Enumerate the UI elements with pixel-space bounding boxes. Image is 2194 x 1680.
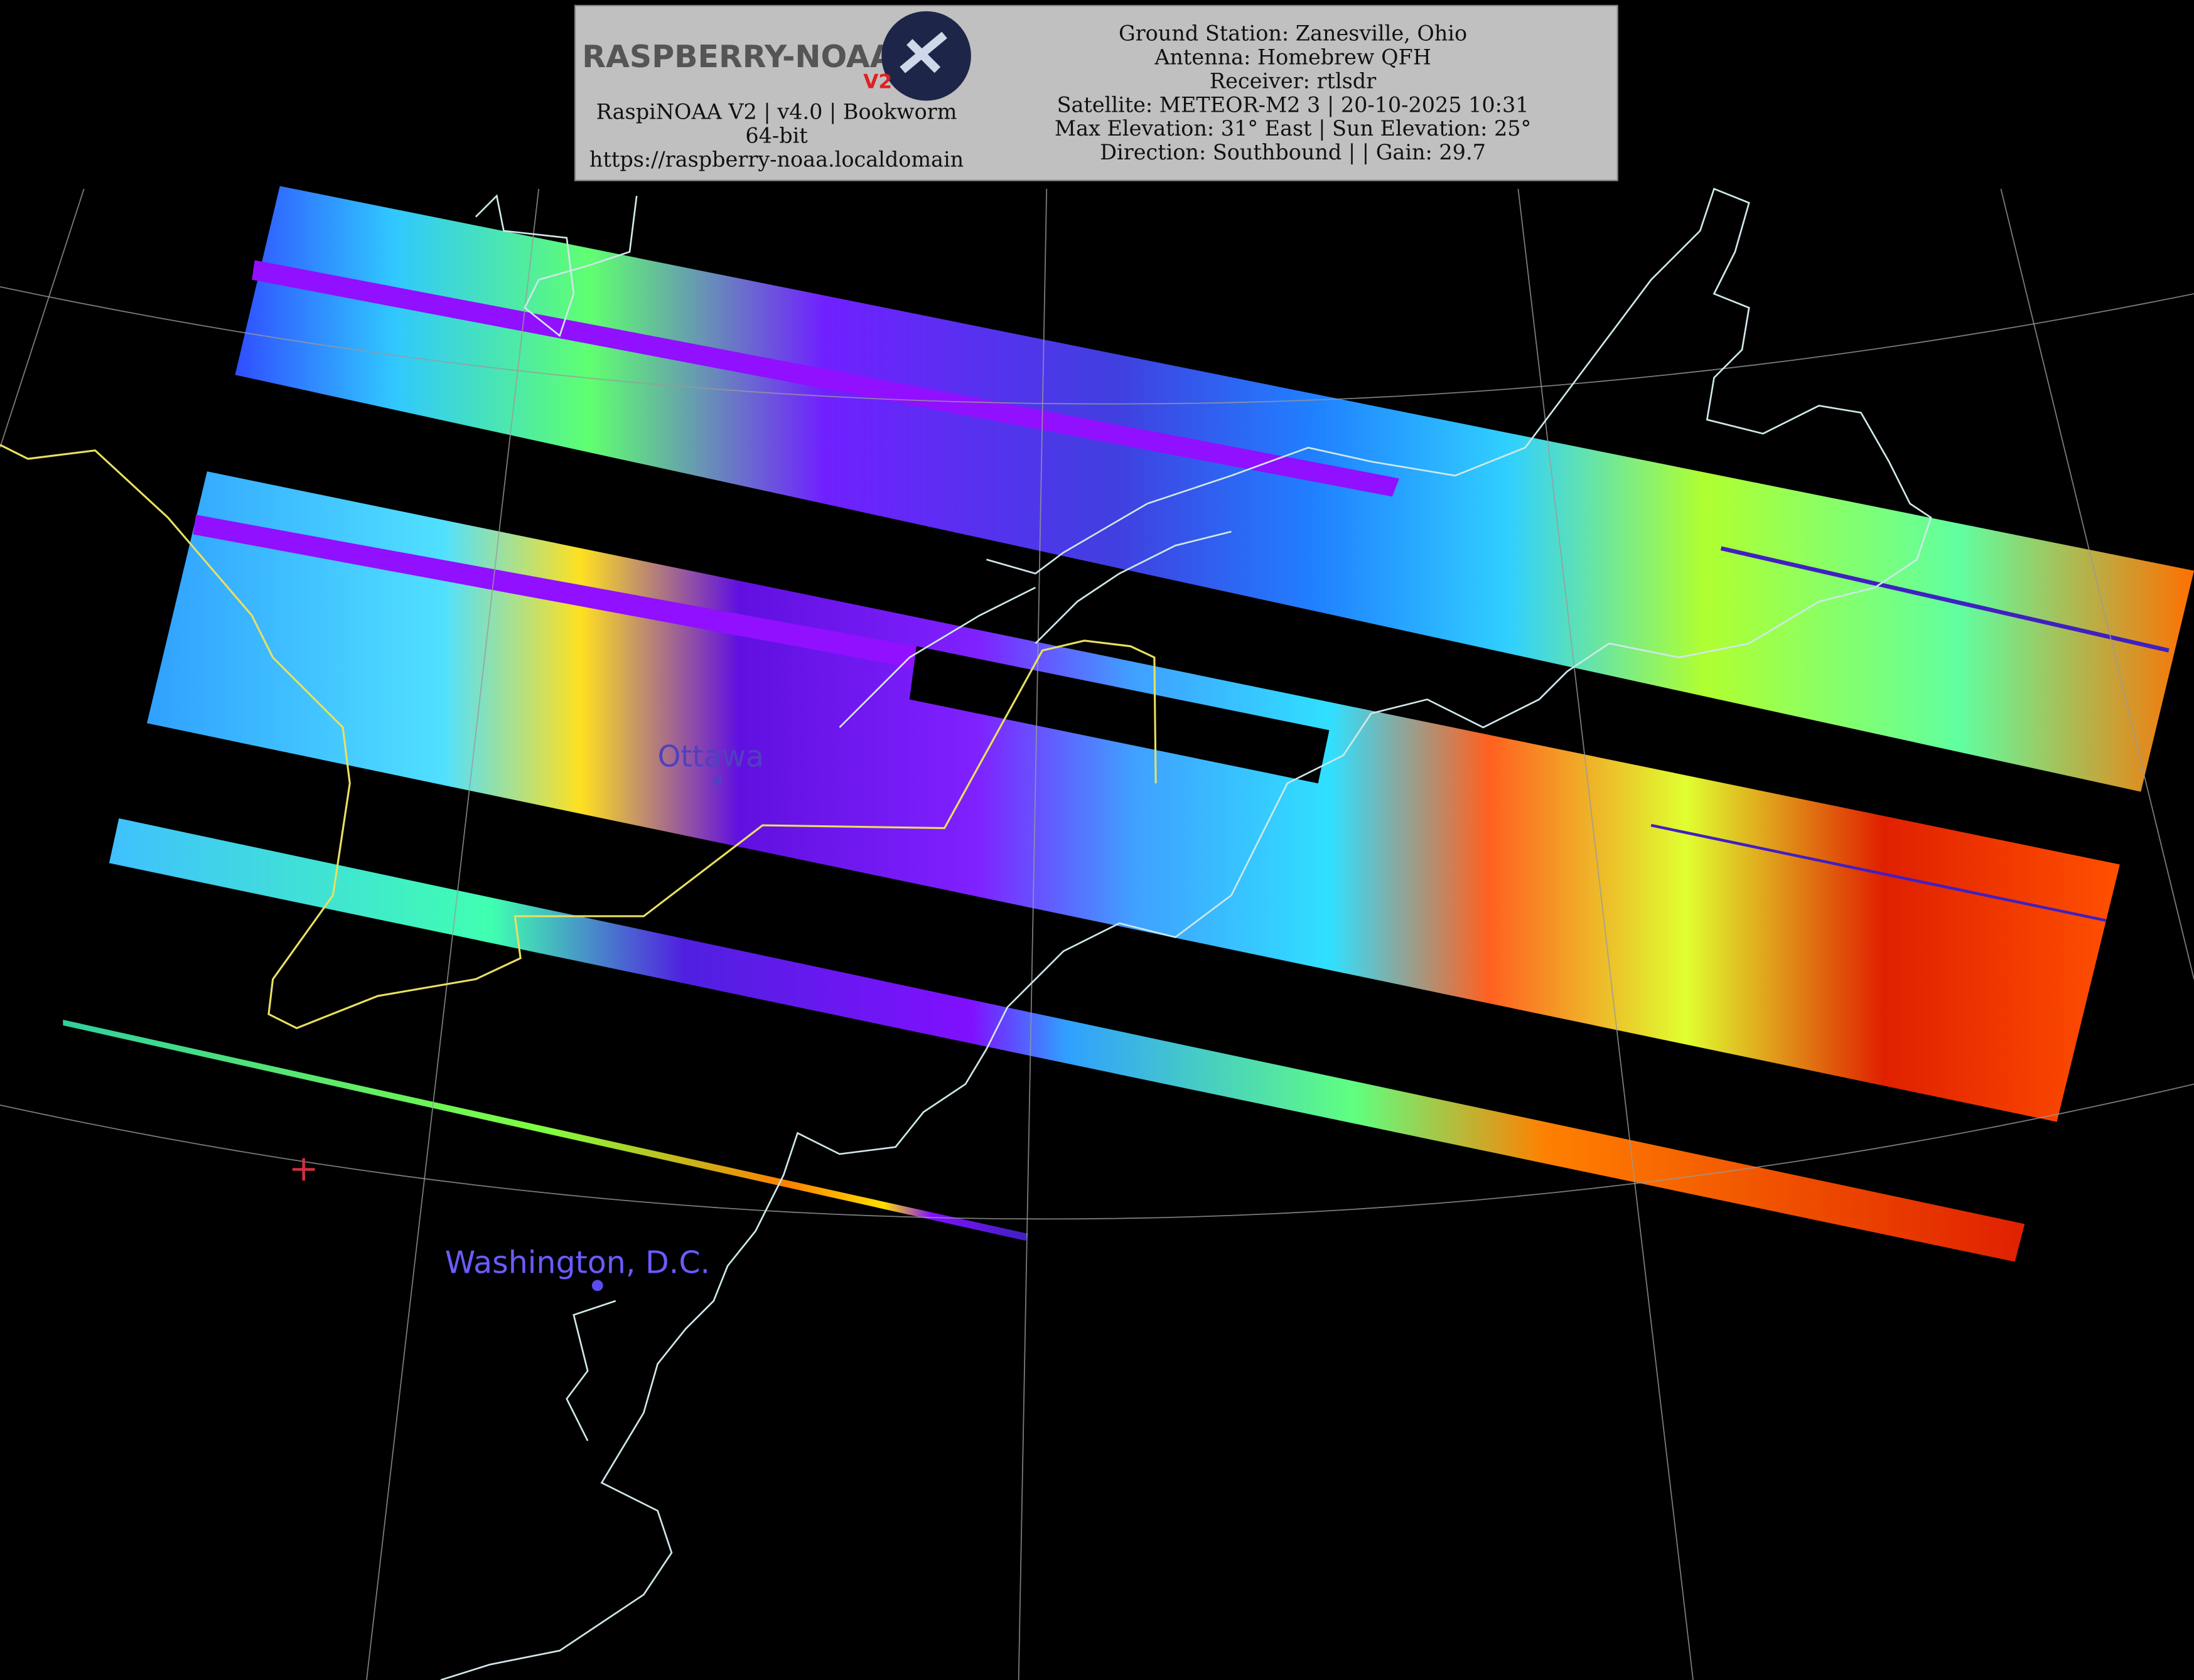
border-line <box>0 444 1157 1030</box>
meridian <box>1018 188 1048 1680</box>
header-box <box>574 4 1618 181</box>
info-line: Max Elevation: 31° East | Sun Elevation:… <box>1055 116 1531 141</box>
station-marker <box>292 1158 315 1181</box>
city-dot <box>713 776 723 785</box>
swath <box>109 818 2025 1262</box>
logo-title: RASPBERRY-NOAA <box>582 38 893 75</box>
meridian <box>366 188 540 1680</box>
coastlines <box>440 188 1932 1680</box>
swath-stripe <box>193 515 924 669</box>
right-info: Ground Station: Zanesville, OhioAntenna:… <box>1055 21 1531 164</box>
scan-line <box>1650 823 2107 922</box>
left-info: RaspiNOAA V2 | v4.0 | Bookworm 64-bit ht… <box>579 100 974 172</box>
swath <box>235 186 2194 792</box>
info-line: RaspiNOAA V2 | v4.0 | Bookworm 64-bit <box>596 100 957 149</box>
borders <box>0 444 1157 1030</box>
city-label: Ottawa <box>658 740 764 774</box>
meridian <box>0 188 85 448</box>
coastline <box>566 1300 616 1442</box>
city-label: Washington, D.C. <box>445 1244 710 1280</box>
parallel <box>0 1083 2194 1220</box>
info-line: Receiver: rtlsdr <box>1210 68 1376 93</box>
info-line: Direction: Southbound | | Gain: 29.7 <box>1100 140 1486 164</box>
river <box>1035 530 1232 645</box>
swath <box>63 1019 1029 1241</box>
swath <box>147 471 2120 1122</box>
coastline <box>440 188 1932 1680</box>
parallel <box>0 286 2194 405</box>
info-line: Ground Station: Zanesville, Ohio <box>1119 21 1467 46</box>
meridian <box>1517 188 1694 1680</box>
info-line: Satellite: METEOR-M2 3 | 20-10-2025 10:3… <box>1057 92 1529 117</box>
meridian <box>2000 188 2194 980</box>
river <box>839 586 1036 729</box>
coastline <box>475 194 638 338</box>
scan-line <box>1720 546 2170 653</box>
city-dot <box>591 1280 603 1292</box>
header: RASPBERRY-NOAA V2 RaspiNOAA V2 | v4.0 | … <box>574 4 1618 181</box>
markers: Ottawa Washington, D.C. <box>292 740 764 1292</box>
logo-satellite <box>900 31 947 73</box>
logo-badge: V2 <box>863 70 892 93</box>
info-line: https://raspberry-noaa.localdomain <box>589 147 964 173</box>
info-line: Antenna: Homebrew QFH <box>1154 45 1431 70</box>
graticule <box>0 188 2194 1680</box>
gap <box>909 646 1330 784</box>
left-info-text: RaspiNOAA V2 | v4.0 | Bookworm 64-bit ht… <box>579 100 974 172</box>
